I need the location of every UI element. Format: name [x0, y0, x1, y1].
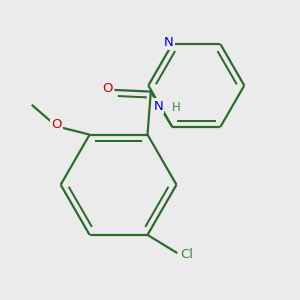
Text: O: O	[51, 118, 62, 131]
Text: H: H	[172, 101, 181, 114]
Text: Cl: Cl	[180, 248, 193, 261]
Text: O: O	[102, 82, 112, 95]
Text: N: N	[164, 36, 174, 49]
Text: N: N	[153, 100, 163, 112]
